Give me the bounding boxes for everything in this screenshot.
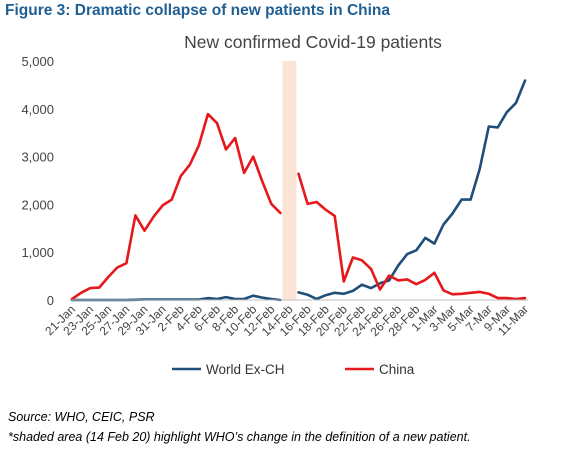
y-axis: 0 1,000 2,000 3,000 4,000 5,000 xyxy=(21,54,54,308)
shaded-definition-change-band xyxy=(282,61,297,300)
legend-label: World Ex-CH xyxy=(206,362,285,377)
y-tick-label: 2,000 xyxy=(21,197,54,212)
chart-title: New confirmed Covid-19 patients xyxy=(184,32,442,52)
source-note: Source: WHO, CEIC, PSR xyxy=(8,410,155,424)
legend: World Ex-CH China xyxy=(172,362,415,377)
legend-label: China xyxy=(379,362,415,377)
y-tick-label: 0 xyxy=(47,293,54,308)
line-chart: New confirmed Covid-19 patients 0 1,000 2,… xyxy=(21,32,531,377)
series-line-world-ex-ch xyxy=(70,79,527,302)
shaded-area-note: *shaded area (14 Feb 20) highlight WHO’s… xyxy=(8,430,471,444)
figure-title: Figure 3: Dramatic collapse of new patie… xyxy=(5,2,390,19)
x-axis: 21-Jan23-Jan25-Jan27-Jan29-Jan31-Jan2-Fe… xyxy=(42,302,531,339)
plot-area xyxy=(70,79,527,302)
y-tick-label: 5,000 xyxy=(21,54,54,69)
y-tick-label: 4,000 xyxy=(21,102,54,117)
y-tick-label: 1,000 xyxy=(21,245,54,260)
series-line-china xyxy=(70,112,527,301)
y-tick-label: 3,000 xyxy=(21,150,54,165)
